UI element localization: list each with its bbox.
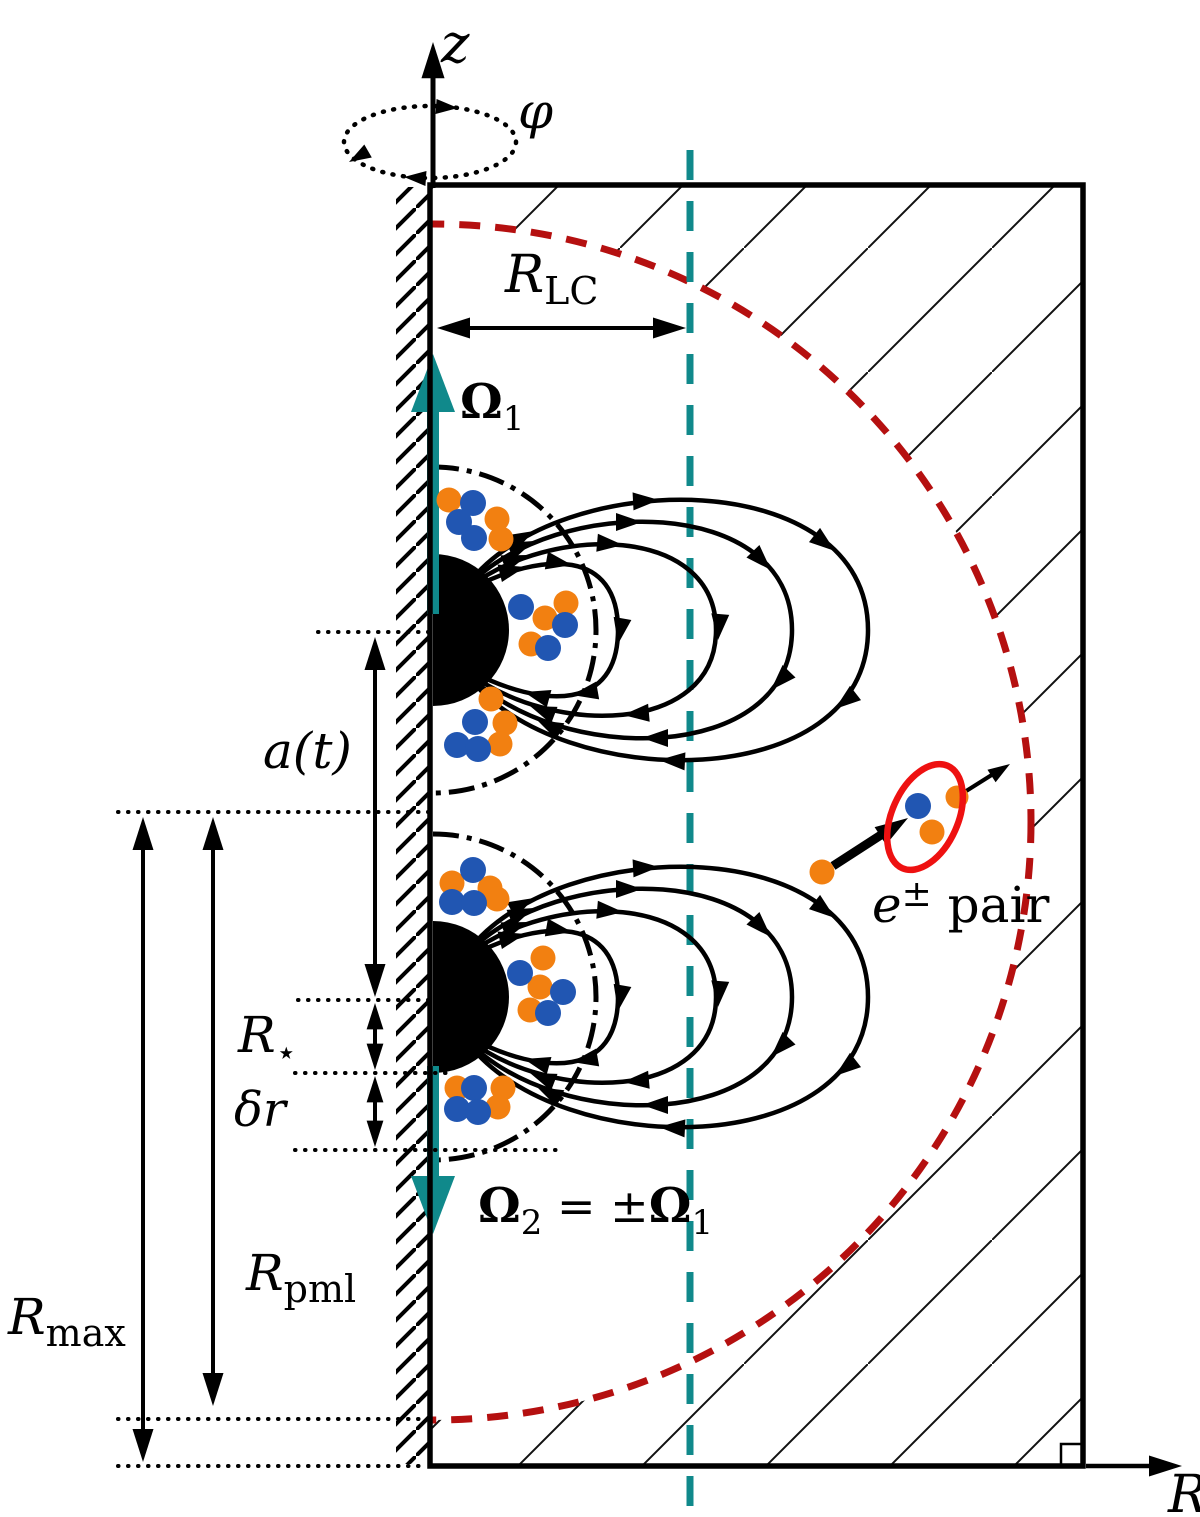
phi-rotation-ellipse [341,103,519,181]
field-lines-star [432,464,871,796]
pml-hatched-region [430,185,1083,1466]
polar-cap-dashdot-circle [432,464,599,796]
pair-positron-dot [919,819,945,845]
pair-label: e± pair [872,874,1049,934]
pair-creation-group [809,757,1015,885]
z-axis-label: z [440,12,470,75]
separation-label: a(t) [263,722,352,780]
blue-dots [444,490,578,762]
r-axis-group [1059,1442,1182,1477]
dipole-loop-4 [465,497,871,763]
z-axis-group [341,42,519,188]
pair-electron-dot [905,793,931,819]
plasma-dots-star1 [436,487,579,762]
plasma-dots-star2 [439,857,576,1125]
rmax-label: Rmax [7,1288,126,1355]
phi-label: φ [518,82,553,140]
orange-dots [439,870,556,1120]
right-angle-mark [1059,1442,1084,1466]
fieldline-arrowheads [497,491,862,771]
blue-dots [439,857,576,1125]
neutron-star-disk [433,554,509,706]
rlc-label: RLC [504,245,598,313]
pair-highlight-ellipse [883,760,967,874]
pml-boundary-circle [430,220,1035,1424]
rstar-label: R⋆ [237,1006,297,1073]
simulation-domain-box [427,182,1086,1469]
measurement-arrows [132,317,686,1462]
orange-dots [436,487,579,757]
delta-r-label: δr [234,1082,289,1138]
omega2-label: Ω2 = ±Ω1 [478,1178,713,1243]
seed-particle-dot [809,859,835,885]
r-axis-label: R [1167,1465,1200,1517]
omega1-label: Ω1 [460,374,524,439]
rpml-label: Rpml [245,1244,356,1311]
pair-photon-arrow [830,829,887,870]
dipole-loop-3 [465,519,795,741]
escaping-particle-arrowhead [987,757,1015,783]
